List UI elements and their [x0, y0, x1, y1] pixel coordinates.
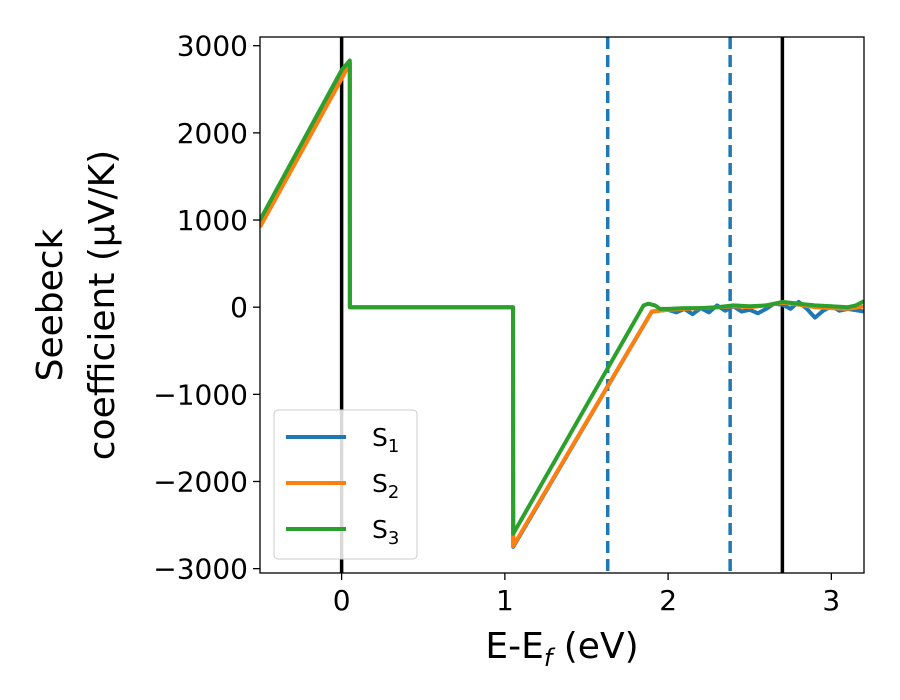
legend-label-main-3: S [372, 515, 388, 544]
y-axis-label-line1: Seebeck [30, 228, 71, 381]
legend-label-sub-3: 3 [388, 528, 399, 549]
legend-label-main-1: S [372, 423, 388, 452]
legend-label-main-2: S [372, 469, 388, 498]
y-tick-label-5: 2000 [177, 117, 248, 150]
x-axis-label: E-Ef (eV) [485, 626, 638, 672]
legend-label-3: S3 [372, 515, 399, 549]
legend-label-2: S2 [372, 469, 399, 503]
series-lines [260, 58, 864, 549]
x-tick-label-0: 0 [333, 584, 351, 617]
x-tick-label-1: 1 [496, 584, 514, 617]
y-tick-label-6: 3000 [177, 30, 248, 63]
x-axis-label-unit: (eV) [552, 626, 638, 667]
x-tick-label-3: 3 [822, 584, 840, 617]
x-axis-label-main: E-E [485, 626, 543, 667]
x-axis-ticks: 0 1 2 3 [333, 573, 840, 617]
y-tick-label-3: 0 [230, 291, 248, 324]
plot-frame [259, 36, 865, 574]
y-axis-ticks: −3000 −2000 −1000 0 1000 2000 3000 [153, 30, 260, 586]
y-tick-label-2: −1000 [153, 378, 248, 411]
y-tick-label-0: −3000 [153, 553, 248, 586]
series-line-3 [260, 58, 864, 536]
y-tick-label-4: 1000 [177, 204, 248, 237]
y-tick-label-1: −2000 [153, 465, 248, 498]
legend-label-1: S1 [372, 423, 399, 457]
y-axis-label-line2: coefficient (μV/K) [82, 150, 123, 460]
legend-label-sub-2: 2 [388, 482, 399, 503]
x-tick-label-2: 2 [659, 584, 677, 617]
legend-label-sub-1: 1 [388, 436, 399, 457]
